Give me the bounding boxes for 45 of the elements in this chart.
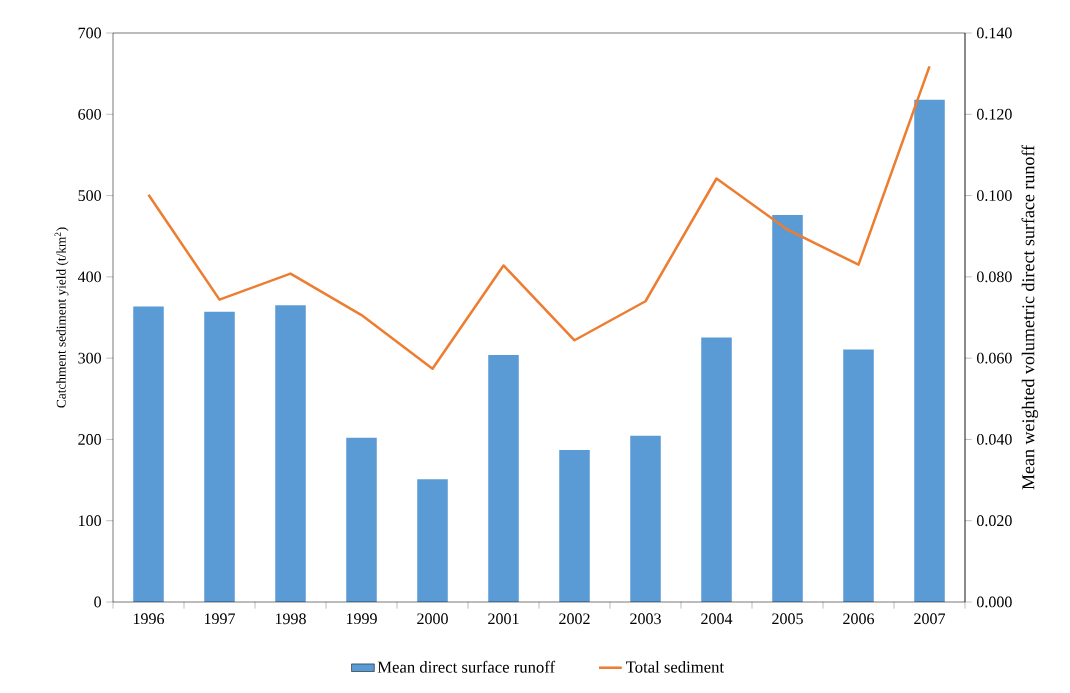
y-tick-label: 200 [78,434,102,445]
x-tick-label: 2006 [843,613,875,625]
y-tick-label: 300 [78,352,102,364]
y2-tick-label: 0.120 [976,108,1012,120]
bar [417,479,448,602]
bar [914,99,945,602]
y2-tick-label: 0.000 [976,596,1012,608]
y2-tick-label: 0.060 [976,352,1012,364]
bar [488,354,519,602]
y-tick-label: 0 [94,596,102,608]
x-tick-label: 1998 [275,613,306,625]
x-tick-label: 2007 [914,613,946,625]
x-tick-label: 1997 [204,613,236,625]
bar [559,450,590,602]
y2-tick-label: 0.020 [976,515,1012,527]
legend-label: Mean direct surface runoff [377,660,556,673]
x-tick-label: 2003 [630,613,661,625]
x-tick-label: 2004 [701,613,733,625]
y-tick-label: 100 [79,515,102,527]
legend-label: Total sediment [626,660,724,673]
y2-tick-label: 0.140 [976,27,1012,39]
y2-tick-label: 0.080 [976,271,1012,283]
bar [772,215,803,602]
bar [133,306,164,602]
x-tick-label: 2005 [772,613,803,625]
y-tick-label: 700 [78,27,102,39]
y-tick-label: 600 [78,108,102,120]
x-tick-label: 1996 [133,613,165,625]
x-tick-label: 2000 [417,613,448,625]
bar [204,311,235,602]
bar [701,337,732,602]
y2-tick-label: 0.040 [976,433,1012,445]
y-tick-label: 400 [77,271,102,283]
bar [346,437,377,602]
x-tick-label: 2001 [488,613,519,625]
y-axis-title: Catchment sediment yield (t/km$^{2}$) [54,227,69,408]
x-tick-label: 2002 [559,613,590,625]
line-series [147,65,931,370]
bar [630,435,661,602]
x-tick-label: 1999 [346,613,377,625]
bar [843,349,874,602]
y-tick-label: 500 [78,190,102,201]
y2-axis-title: Mean weighted volumetric direct surface runoff [1021,144,1039,490]
bar [275,305,306,602]
y2-tick-label: 0.100 [976,190,1012,202]
